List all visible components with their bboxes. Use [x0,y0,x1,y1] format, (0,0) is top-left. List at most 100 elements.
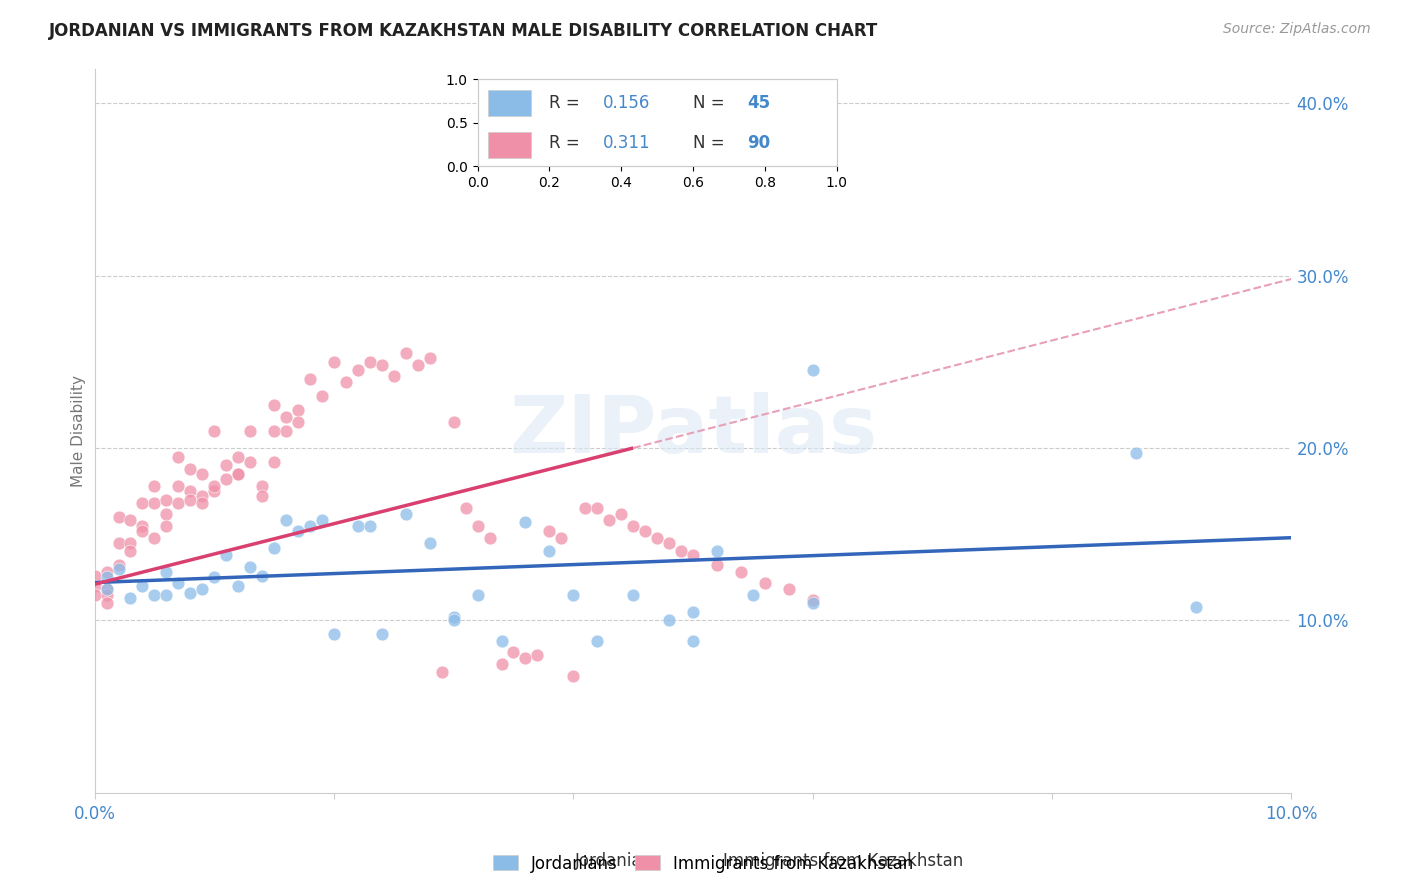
Point [347,363,370,377]
Point [491,657,513,671]
Point [311,389,333,403]
Point [502,644,524,658]
Point [226,467,249,481]
Point [669,544,692,558]
Point [634,524,657,538]
Point [96,565,118,579]
Point [83,579,105,593]
Point [215,472,238,486]
Point [706,558,728,573]
Point [586,634,609,648]
Point [107,558,129,573]
Point [658,614,681,628]
Point [526,648,548,662]
Point [120,513,142,527]
Point [706,544,728,558]
Point [1184,599,1206,614]
Point [371,627,394,641]
Point [382,368,405,383]
Point [323,627,346,641]
Point [215,548,238,562]
Point [239,560,262,574]
Point [202,570,225,584]
Point [562,588,585,602]
Point [682,634,704,648]
Point [443,614,465,628]
Point [621,588,644,602]
Point [419,536,441,550]
Point [155,588,177,602]
Point [574,501,596,516]
Point [155,565,177,579]
Point [107,536,129,550]
Point [167,575,190,590]
Point [538,544,561,558]
Point [250,568,273,582]
Text: JORDANIAN VS IMMIGRANTS FROM KAZAKHSTAN MALE DISABILITY CORRELATION CHART: JORDANIAN VS IMMIGRANTS FROM KAZAKHSTAN … [49,22,879,40]
Point [107,562,129,576]
Point [359,355,381,369]
Point [801,363,824,377]
Point [395,346,418,360]
Point [311,513,333,527]
Point [239,424,262,438]
Point [155,507,177,521]
Point [167,496,190,510]
Point [598,513,620,527]
Point [778,582,800,597]
Point [298,518,321,533]
Point [801,596,824,610]
Point [274,424,297,438]
Point [226,450,249,464]
Point [395,507,418,521]
Point [443,415,465,429]
Point [179,492,201,507]
Point [143,588,166,602]
Point [239,455,262,469]
Point [191,489,214,503]
Point [515,515,537,529]
Point [131,524,153,538]
Point [131,518,153,533]
Point [274,513,297,527]
Point [586,501,609,516]
Point [801,592,824,607]
Point [143,531,166,545]
Text: Source: ZipAtlas.com: Source: ZipAtlas.com [1223,22,1371,37]
Point [347,518,370,533]
Point [250,479,273,493]
Point [287,415,309,429]
Point [454,501,477,516]
Point [155,518,177,533]
Point [191,467,214,481]
Point [287,524,309,538]
Point [335,376,357,390]
Point [202,424,225,438]
Point [143,496,166,510]
Point [143,479,166,493]
Point [371,358,394,372]
Point [550,531,572,545]
Y-axis label: Male Disability: Male Disability [72,375,86,487]
Point [83,568,105,582]
Point [263,541,285,555]
Point [250,489,273,503]
Point [538,524,561,538]
Point [515,651,537,665]
Point [730,565,752,579]
Point [741,588,763,602]
Point [323,355,346,369]
Point [179,461,201,475]
Point [491,634,513,648]
Point [430,665,453,680]
Point [131,496,153,510]
Point [131,579,153,593]
Point [226,467,249,481]
Point [645,531,668,545]
Point [96,596,118,610]
Point [263,424,285,438]
Point [682,548,704,562]
Point [167,450,190,464]
Point [202,484,225,499]
Point [191,496,214,510]
